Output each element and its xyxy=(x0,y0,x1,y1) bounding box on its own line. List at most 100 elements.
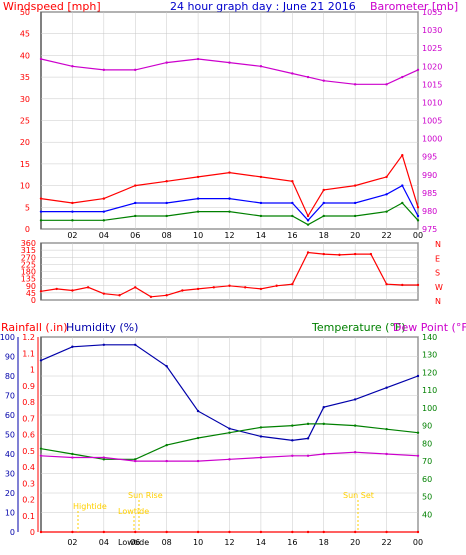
temperature-y-tick: 100 xyxy=(422,404,437,413)
series-dewpoint-point xyxy=(134,459,137,463)
series-direction-point xyxy=(165,294,168,297)
series-humidity-point xyxy=(259,435,263,438)
humidity-y-ticks: 0 10 20 30 40 50 60 70 80 90 100 xyxy=(0,333,15,537)
series-direction-point xyxy=(338,253,341,257)
series-gust_avg-point xyxy=(385,193,388,196)
series-humidity-point xyxy=(416,374,420,378)
series-wind_low-point xyxy=(196,210,200,213)
direction-y-tick: 45 xyxy=(26,289,36,298)
series-temperature-point xyxy=(291,424,294,427)
wind-y-ticks: 0 5 10 15 20 25 30 35 40 45 50 xyxy=(20,8,30,234)
baro-y-tick: 1015 xyxy=(422,80,442,89)
rainfall-y-tick: 1.2 xyxy=(22,333,35,342)
wind-y-tick: 20 xyxy=(20,138,30,147)
humidity-y-tick: 90 xyxy=(5,353,15,362)
series-dewpoint-point xyxy=(165,459,168,463)
wind-y-tick: 25 xyxy=(20,117,30,126)
rainfall-y-tick: 1 xyxy=(30,366,35,375)
series-humidity-point xyxy=(165,365,168,368)
series-gust_avg-point xyxy=(228,197,231,200)
series-humidity xyxy=(40,344,419,442)
series-wind_low-point xyxy=(259,214,263,218)
series-wind-point xyxy=(196,175,200,179)
baro-y-tick: 1025 xyxy=(422,44,442,53)
series-rainfall-point xyxy=(39,530,43,534)
compass-label: W xyxy=(435,283,443,292)
series-barometer-point xyxy=(353,83,357,86)
x-tick-label: 10 xyxy=(193,231,203,240)
series-barometer-point xyxy=(322,79,325,82)
series-temperature xyxy=(40,423,419,460)
humidity-y-tick: 40 xyxy=(5,450,15,459)
series-barometer-point xyxy=(196,57,200,61)
x-tick-label: 06 xyxy=(130,231,140,240)
rainfall-y-ticks: 0 0.1 0.2 0.3 0.4 0.5 0.6 0.7 0.8 0.9 1 1.1 1.2 xyxy=(22,333,35,537)
series-wind_low-point xyxy=(39,219,43,222)
series-wind-point xyxy=(165,180,168,183)
rainfall-y-tick: 0.4 xyxy=(22,463,35,472)
humidity-grid xyxy=(41,336,419,533)
series-wind-point xyxy=(71,201,74,205)
x-tick-label: 20 xyxy=(350,538,360,547)
series-wind_low-point xyxy=(401,201,404,205)
direction-y-tick: 315 xyxy=(21,246,36,255)
series-barometer-point xyxy=(228,61,231,64)
wind-y-tick: 45 xyxy=(20,30,30,39)
x-tick-label: 08 xyxy=(162,538,172,547)
series-gust_avg-point xyxy=(259,201,263,205)
compass-label: E xyxy=(435,254,440,263)
series-direction-point xyxy=(385,282,388,286)
series-humidity-point xyxy=(71,345,74,348)
lowtide-label: Lowtide xyxy=(118,507,149,516)
series-dewpoint-point xyxy=(39,454,43,457)
humidity-temp-series xyxy=(39,343,420,534)
series-dewpoint-point xyxy=(102,456,106,459)
wind-y-tick: 50 xyxy=(20,8,30,17)
compass-label: N xyxy=(435,297,441,306)
series-temperature-point xyxy=(306,422,310,426)
series-barometer-point xyxy=(39,57,43,61)
x-tick-label: 12 xyxy=(224,231,234,240)
series-rainfall-point xyxy=(196,530,200,534)
series-wind_low-point xyxy=(134,214,137,218)
x-tick-label: 14 xyxy=(256,538,266,547)
series-wind_low-point xyxy=(102,219,106,222)
series-direction-point xyxy=(416,283,420,287)
wind-y-tick: 10 xyxy=(20,182,30,191)
x-tick-label: 14 xyxy=(256,231,266,240)
series-direction-point xyxy=(291,282,294,286)
series-temperature-point xyxy=(196,436,200,440)
series-dewpoint-point xyxy=(306,454,310,457)
temperature-y-tick: 40 xyxy=(422,510,432,519)
direction-y-tick: 0 xyxy=(31,296,36,305)
x-tick-label: 20 xyxy=(350,231,360,240)
series-direction-point xyxy=(353,252,357,256)
series-gust_avg-point xyxy=(353,201,357,205)
humidity-y-tick: 60 xyxy=(5,411,15,420)
wind-series xyxy=(39,57,420,226)
humidity-title: Humidity (%) xyxy=(66,321,138,334)
series-wind-point xyxy=(259,175,263,179)
series-gust_avg-point xyxy=(291,201,294,205)
series-gust_avg-point xyxy=(306,219,310,222)
wind-y-tick: 0 xyxy=(25,225,30,234)
series-dewpoint-point xyxy=(322,452,325,456)
baro-y-tick: 1035 xyxy=(422,8,442,17)
wind-x-ticks: 02 04 06 08 10 12 14 16 18 20 22 00 xyxy=(67,231,423,240)
lowtide-axis-label: Lowtide xyxy=(118,538,149,547)
baro-y-tick: 980 xyxy=(422,207,437,216)
series-temperature-point xyxy=(416,431,420,434)
series-wind-point xyxy=(416,206,420,209)
temperature-y-tick: 50 xyxy=(422,493,432,502)
humidity-y-tick: 80 xyxy=(5,372,15,381)
series-gust_avg-point xyxy=(322,201,325,205)
series-temperature-point xyxy=(71,452,74,456)
rainfall-y-tick: 0.5 xyxy=(22,447,35,456)
x-tick-label: 04 xyxy=(99,538,109,547)
series-barometer-point xyxy=(385,83,388,86)
series-temperature-point xyxy=(385,427,388,431)
series-wind_low-point xyxy=(353,214,357,218)
x-tick-label: 00 xyxy=(413,538,423,547)
